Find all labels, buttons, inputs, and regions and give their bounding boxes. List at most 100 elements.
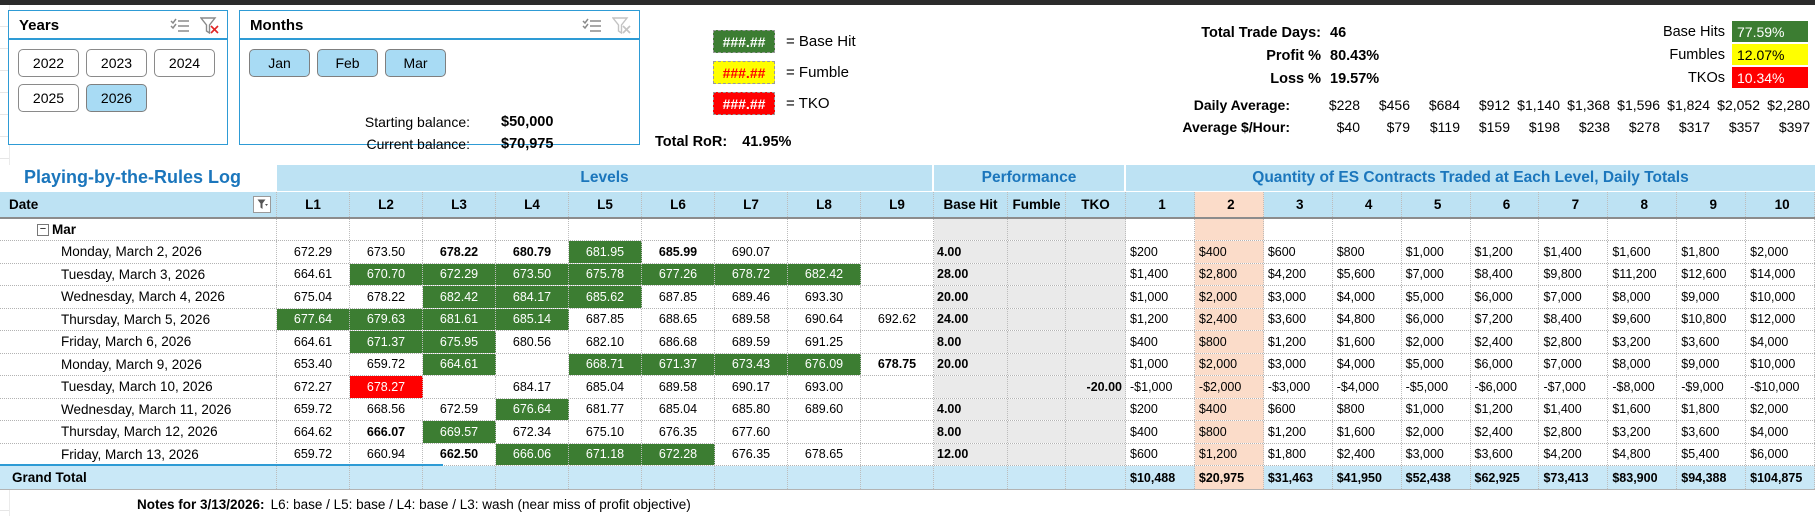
level-cell xyxy=(861,466,934,489)
year-button-2023[interactable]: 2023 xyxy=(86,49,147,77)
table-row: Thursday, March 12, 2026 664.62 666.07 669.… xyxy=(0,421,1815,444)
clear-filter-icon[interactable] xyxy=(612,17,631,34)
qty-cell: $1,600 xyxy=(1608,398,1678,420)
qty-cell: $1,800 xyxy=(1677,241,1747,263)
qty-cell: -$3,000 xyxy=(1264,376,1333,398)
qty-cell: $10,488 xyxy=(1126,466,1195,489)
qty-cell: $1,600 xyxy=(1333,331,1402,353)
multi-select-icon[interactable] xyxy=(170,18,190,34)
qty-cell: $3,600 xyxy=(1264,308,1333,330)
hourly-average-label: Average $/Hour: xyxy=(1182,119,1290,135)
legend-item: ###.## = TKO xyxy=(713,92,856,115)
qty-cell: $5,400 xyxy=(1677,443,1747,465)
date-cell[interactable]: Tuesday, March 3, 2026 xyxy=(0,263,277,285)
qty-cell: $1,800 xyxy=(1264,443,1333,465)
qty-cell: $3,600 xyxy=(1677,331,1747,353)
level-cell: 690.07 xyxy=(715,241,788,263)
starting-balance-value: $50,000 xyxy=(501,114,554,130)
qty-cell: $52,438 xyxy=(1402,466,1471,489)
outcome-stat-label: Fumbles xyxy=(1669,46,1725,63)
base-hit-cell: 8.00 xyxy=(934,331,1008,353)
legend-swatch: ###.## xyxy=(713,61,775,84)
months-slicer-title: Months xyxy=(250,17,304,34)
qty-cell: $4,200 xyxy=(1264,263,1333,285)
tko-cell xyxy=(1066,466,1126,489)
level-cell: 680.79 xyxy=(496,241,569,263)
level-cell xyxy=(861,263,934,285)
fumble-cell xyxy=(1008,398,1066,420)
month-button-feb[interactable]: Feb xyxy=(317,49,378,77)
date-filter-icon[interactable] xyxy=(253,196,271,213)
year-button-2022[interactable]: 2022 xyxy=(18,49,79,77)
multi-select-icon[interactable] xyxy=(582,18,602,34)
qty-cell: $1,200 xyxy=(1471,398,1540,420)
month-button-mar[interactable]: Mar xyxy=(385,49,446,77)
qty-cell: $2,000 xyxy=(1746,398,1815,420)
level-cell xyxy=(496,466,569,489)
level-cell: 685.14 xyxy=(496,308,569,330)
qty-cell: $2,000 xyxy=(1402,421,1471,443)
qty-cell: $600 xyxy=(1264,241,1333,263)
fumble-cell xyxy=(1008,443,1066,465)
qty-cell: $7,200 xyxy=(1471,308,1540,330)
collapse-icon[interactable]: − xyxy=(37,223,49,236)
years-slicer: Years 2022 2023 2024 2025 2026 xyxy=(8,10,228,145)
level-cell: 678.75 xyxy=(861,353,934,375)
level-cell xyxy=(861,331,934,353)
qty-cell: $800 xyxy=(1194,331,1264,353)
date-cell[interactable]: Tuesday, March 10, 2026 xyxy=(0,376,277,398)
level-cell: 681.95 xyxy=(569,241,642,263)
average-value: $912 xyxy=(1478,97,1510,113)
level-cell: 672.34 xyxy=(496,421,569,443)
qty-cell: $4,000 xyxy=(1746,421,1815,443)
year-button-2025[interactable]: 2025 xyxy=(18,84,79,112)
date-cell[interactable]: Friday, March 13, 2026 xyxy=(0,443,277,465)
date-cell[interactable]: Thursday, March 12, 2026 xyxy=(0,421,277,443)
level-cell: 672.29 xyxy=(277,241,350,263)
qty-cell: $2,000 xyxy=(1194,286,1264,308)
tko-cell xyxy=(1066,286,1126,308)
level-column-header: L9 xyxy=(861,192,934,217)
level-cell: 693.00 xyxy=(788,376,861,398)
stat-row: Total Trade Days: 46 xyxy=(1100,21,1400,44)
year-button-2026[interactable]: 2026 xyxy=(86,84,147,112)
date-cell[interactable]: Monday, March 2, 2026 xyxy=(0,241,277,263)
qty-cell: $1,000 xyxy=(1402,241,1471,263)
outcome-stat-label: Base Hits xyxy=(1662,23,1725,40)
level-cell: 673.43 xyxy=(715,353,788,375)
qty-cell: $1,000 xyxy=(1126,286,1195,308)
level-cell xyxy=(861,376,934,398)
year-button-2024[interactable]: 2024 xyxy=(154,49,215,77)
average-value: $317 xyxy=(1678,119,1710,135)
qty-cell xyxy=(1677,219,1747,240)
legend-swatch: ###.## xyxy=(713,92,775,115)
level-cell: 669.57 xyxy=(423,421,496,443)
fumble-cell xyxy=(1008,331,1066,353)
clear-filter-icon[interactable] xyxy=(200,17,219,34)
date-cell[interactable]: Wednesday, March 4, 2026 xyxy=(0,286,277,308)
qty-cell: $2,400 xyxy=(1194,308,1264,330)
band-header-row: Playing-by-the-Rules Log Levels Performa… xyxy=(0,165,1815,192)
level-cell: 662.50 xyxy=(423,443,496,465)
qty-cell: $5,600 xyxy=(1333,263,1402,285)
qty-cell: $14,000 xyxy=(1746,263,1815,285)
qty-cell: $400 xyxy=(1126,421,1195,443)
date-cell[interactable]: Thursday, March 5, 2026 xyxy=(0,308,277,330)
qty-cell: $9,000 xyxy=(1677,353,1747,375)
stat-value: 19.57% xyxy=(1330,70,1380,87)
average-value: $79 xyxy=(1386,119,1410,135)
group-row-mar: − Mar xyxy=(0,219,1815,241)
outcome-stat-chip: 12.07% xyxy=(1732,44,1808,65)
date-cell[interactable]: Monday, March 9, 2026 xyxy=(0,353,277,375)
level-cell: 693.30 xyxy=(788,286,861,308)
average-value: $1,824 xyxy=(1667,97,1710,113)
month-button-jan[interactable]: Jan xyxy=(249,49,310,77)
qty-cell xyxy=(1194,219,1264,240)
level-cell: 664.62 xyxy=(277,421,350,443)
date-cell[interactable]: Wednesday, March 11, 2026 xyxy=(0,398,277,420)
qty-cell: $5,000 xyxy=(1402,286,1471,308)
qty-cell: $8,000 xyxy=(1608,353,1678,375)
qty-cell: $3,600 xyxy=(1677,421,1747,443)
group-date-cell[interactable]: − Mar xyxy=(0,219,277,240)
date-cell[interactable]: Friday, March 6, 2026 xyxy=(0,331,277,353)
